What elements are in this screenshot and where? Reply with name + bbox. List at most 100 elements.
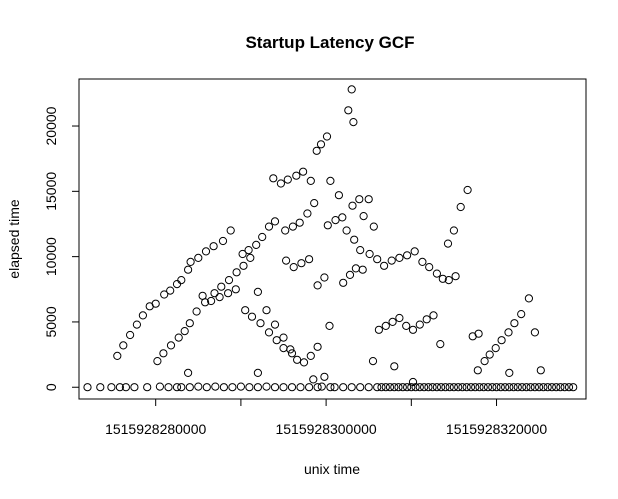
data-point: [218, 236, 228, 246]
data-point: [247, 312, 257, 321]
data-point: [209, 242, 218, 251]
data-point: [143, 383, 152, 392]
data-point: [569, 383, 578, 392]
data-point: [264, 328, 274, 337]
data-point: [377, 383, 386, 392]
data-point: [283, 175, 292, 184]
data-point: [560, 383, 569, 392]
data-point: [522, 383, 531, 392]
data-point: [155, 382, 164, 391]
data-point: [215, 293, 224, 302]
data-point: [281, 226, 290, 235]
data-point: [369, 222, 378, 231]
data-point: [245, 383, 254, 392]
x-axis-label: unix time: [304, 461, 360, 477]
data-point: [83, 383, 92, 392]
data-point: [364, 195, 373, 204]
data-point: [504, 328, 513, 337]
data-point: [462, 383, 471, 392]
data-point: [186, 257, 195, 266]
data-point: [456, 202, 465, 212]
data-point: [395, 253, 404, 262]
data-point: [316, 140, 326, 149]
data-point: [347, 85, 356, 94]
data-point: [458, 383, 467, 392]
data-point: [172, 280, 182, 289]
data-point: [270, 383, 280, 392]
data-point: [246, 253, 255, 262]
data-point: [543, 383, 552, 392]
data-point: [407, 383, 416, 392]
data-point: [107, 383, 116, 392]
data-point: [305, 255, 314, 264]
data-point: [403, 383, 412, 392]
data-point: [408, 377, 418, 387]
data-point: [443, 239, 453, 248]
data-point: [349, 118, 358, 127]
data-point: [402, 321, 411, 330]
data-point: [418, 257, 427, 266]
data-point: [466, 383, 476, 392]
data-point: [276, 179, 285, 188]
data-point: [132, 320, 141, 329]
data-point: [96, 383, 105, 392]
data-point: [485, 350, 494, 359]
data-point: [463, 185, 472, 195]
data-point: [356, 246, 365, 255]
data-point: [262, 382, 271, 391]
data-point: [436, 340, 445, 349]
data-point: [303, 209, 312, 218]
data-point: [166, 341, 176, 350]
data-point: [420, 383, 429, 392]
y-tick-label: 20000: [43, 106, 59, 145]
data-point: [403, 251, 412, 260]
y-axis-label: elapsed time: [6, 199, 22, 279]
data-point: [338, 213, 347, 222]
data-points: [83, 85, 578, 392]
data-point: [505, 383, 514, 392]
data-point: [219, 383, 228, 392]
data-point: [552, 383, 561, 392]
data-point: [313, 383, 322, 392]
data-point: [513, 383, 522, 392]
data-point: [279, 383, 288, 392]
data-point: [211, 382, 220, 391]
data-point: [355, 195, 364, 204]
data-point: [306, 176, 315, 185]
data-point: [224, 289, 233, 298]
data-point: [510, 319, 519, 328]
data-point: [479, 383, 488, 392]
data-point: [380, 261, 389, 270]
data-point: [530, 383, 540, 392]
data-point: [279, 344, 288, 353]
data-point: [429, 311, 438, 320]
data-point: [438, 274, 447, 283]
data-point: [454, 383, 463, 392]
data-point: [236, 382, 245, 391]
data-point: [313, 342, 322, 351]
data-point: [483, 383, 493, 392]
data-point: [297, 259, 306, 268]
data-point: [359, 212, 368, 221]
data-point: [437, 383, 446, 392]
data-point: [138, 311, 147, 320]
data-point: [395, 313, 404, 323]
data-point: [339, 278, 348, 287]
data-point: [121, 383, 131, 392]
data-point: [432, 383, 441, 392]
data-point: [373, 383, 382, 392]
data-point: [252, 240, 261, 249]
data-point: [390, 383, 399, 392]
data-point: [342, 226, 351, 235]
data-point: [347, 383, 356, 392]
data-point: [365, 249, 374, 259]
x-tick-label: 1515928280000: [105, 421, 206, 437]
data-point: [320, 273, 329, 282]
data-point: [535, 383, 544, 392]
data-point: [310, 199, 319, 208]
data-point: [253, 383, 262, 392]
data-point: [224, 276, 234, 285]
data-point: [326, 176, 335, 185]
data-point: [296, 383, 305, 392]
